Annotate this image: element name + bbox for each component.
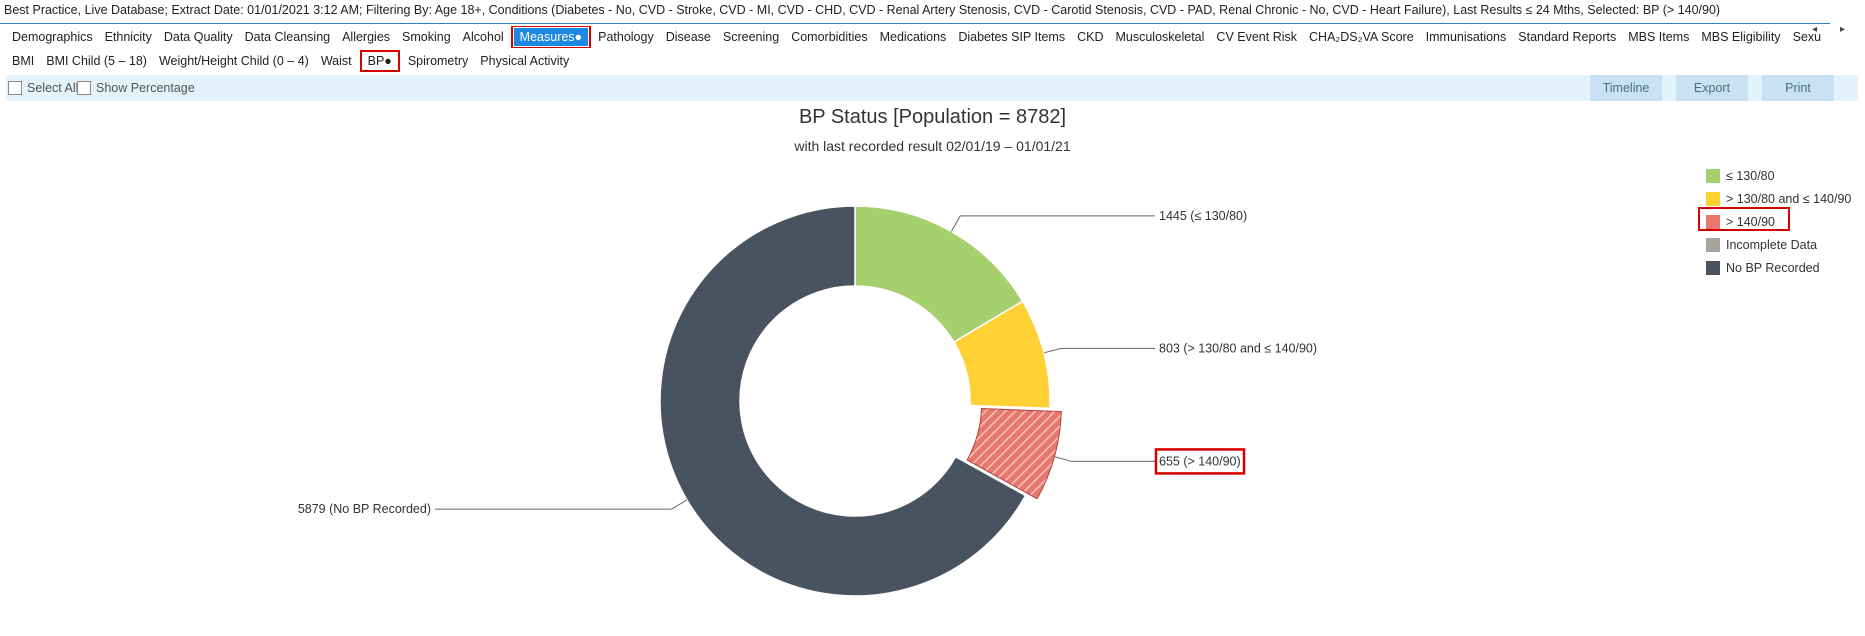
header-divider (0, 23, 1830, 24)
tab-disease[interactable]: Disease (665, 30, 711, 44)
print-button[interactable]: Print (1762, 75, 1834, 101)
tab-bp[interactable]: BP● (359, 50, 400, 72)
tab-standard-reports[interactable]: Standard Reports (1518, 30, 1617, 44)
label-connector (950, 215, 1155, 232)
timeline-button[interactable]: Timeline (1590, 75, 1662, 101)
tab-immunisations[interactable]: Immunisations (1425, 30, 1507, 44)
legend-label: Incomplete Data (1726, 237, 1818, 252)
select-all-checkbox[interactable]: Select All (8, 81, 78, 95)
tab-diabetes-sip-items[interactable]: Diabetes SIP Items (958, 30, 1066, 44)
selection-highlight (1154, 448, 1246, 475)
tab-spirometry[interactable]: Spirometry (407, 54, 469, 68)
tab-pathology[interactable]: Pathology (598, 30, 654, 44)
toolbar: Select All Show Percentage Timeline Expo… (6, 75, 1858, 101)
label-connector (1043, 347, 1155, 354)
data-label: 655 (> 140/90) (1159, 454, 1241, 468)
status-line: Best Practice, Live Database; Extract Da… (4, 3, 1721, 17)
main-tab-bar: Demographics Ethnicity Data Quality Data Cl… (6, 26, 1821, 48)
tab-physical-activity[interactable]: Physical Activity (480, 54, 570, 68)
tab-data-cleansing[interactable]: Data Cleansing (244, 30, 331, 44)
tab-medications[interactable]: Medications (879, 30, 947, 44)
legend-item[interactable]: No BP Recorded (1706, 256, 1851, 279)
selection-highlight (1698, 207, 1790, 231)
tab-data-quality[interactable]: Data Quality (163, 30, 233, 44)
legend-swatch (1706, 214, 1720, 229)
select-all-label: Select All (27, 81, 79, 95)
legend-swatch (1706, 260, 1720, 275)
export-button[interactable]: Export (1676, 75, 1748, 101)
tab-ckd[interactable]: CKD (1077, 30, 1104, 44)
sub-tab-bar: BMI BMI Child (5 – 18) Weight/Height Child… (6, 50, 575, 72)
tab-weight-height-child-0-4[interactable]: Weight/Height Child (0 – 4) (158, 54, 309, 68)
tab-mbs-eligibility[interactable]: MBS Eligibility (1701, 30, 1781, 44)
legend-item[interactable]: > 130/80 and ≤ 140/90 (1706, 187, 1851, 210)
show-percentage-label: Show Percentage (96, 81, 195, 95)
legend-swatch (1706, 168, 1720, 183)
show-percentage-checkbox[interactable]: Show Percentage (77, 81, 195, 95)
donut-slice[interactable] (659, 205, 1027, 597)
donut-slice[interactable] (952, 300, 1051, 410)
tab-comorbidities[interactable]: Comorbidities (791, 30, 868, 44)
label-connector (1054, 456, 1155, 462)
data-label: 5879 (No BP Recorded) (298, 502, 431, 516)
legend-item[interactable]: > 140/90 (1698, 207, 1851, 233)
chart-legend: ≤ 130/80 > 130/80 and ≤ 140/90 > 140/90 Inc… (1698, 164, 1851, 279)
tab-measures[interactable]: Measures● (510, 26, 592, 48)
label-connector (435, 499, 688, 510)
checkbox-icon (77, 81, 91, 95)
tab-screening[interactable]: Screening (722, 30, 780, 44)
tab-bmi[interactable]: BMI (12, 54, 35, 68)
legend-swatch (1706, 191, 1720, 206)
tab-demographics[interactable]: Demographics (12, 30, 93, 44)
tab-smoking[interactable]: Smoking (402, 30, 451, 44)
tab-cha-ds-va-score[interactable]: CHA₂DS₂VA Score (1309, 30, 1414, 44)
legend-label: ≤ 130/80 (1726, 168, 1775, 183)
tab-cv-event-risk[interactable]: CV Event Risk (1216, 30, 1298, 44)
data-label: 803 (> 130/80 and ≤ 140/90) (1159, 341, 1317, 355)
tab-mbs-items[interactable]: MBS Items (1628, 30, 1690, 44)
chart-title: BP Status [Population = 8782] (798, 106, 1067, 128)
tab-allergies[interactable]: Allergies (342, 30, 391, 44)
legend-label: > 130/80 and ≤ 140/90 (1726, 191, 1852, 206)
tab-waist[interactable]: Waist (320, 54, 352, 68)
legend-label: > 140/90 (1726, 214, 1776, 229)
legend-swatch (1706, 237, 1720, 252)
legend-item[interactable]: ≤ 130/80 (1706, 164, 1851, 187)
chart-subtitle: with last recorded result 02/01/19 – 01/… (794, 138, 1071, 154)
tab-sexual-health[interactable]: Sexual Health (1792, 30, 1821, 44)
data-label: 1445 (≤ 130/80) (1159, 209, 1247, 223)
tab-ethnicity[interactable]: Ethnicity (104, 30, 152, 44)
legend-item[interactable]: Incomplete Data (1706, 233, 1851, 256)
checkbox-icon (8, 81, 22, 95)
tab-bmi-child-5-18[interactable]: BMI Child (5 – 18) (46, 54, 147, 68)
legend-label: No BP Recorded (1726, 260, 1820, 275)
tab-scroll-arrows[interactable]: ◂ ▸ (1812, 24, 1855, 35)
donut-slice[interactable] (966, 408, 1062, 500)
tab-musculoskeletal[interactable]: Musculoskeletal (1115, 30, 1205, 44)
tab-alcohol[interactable]: Alcohol (462, 30, 504, 44)
